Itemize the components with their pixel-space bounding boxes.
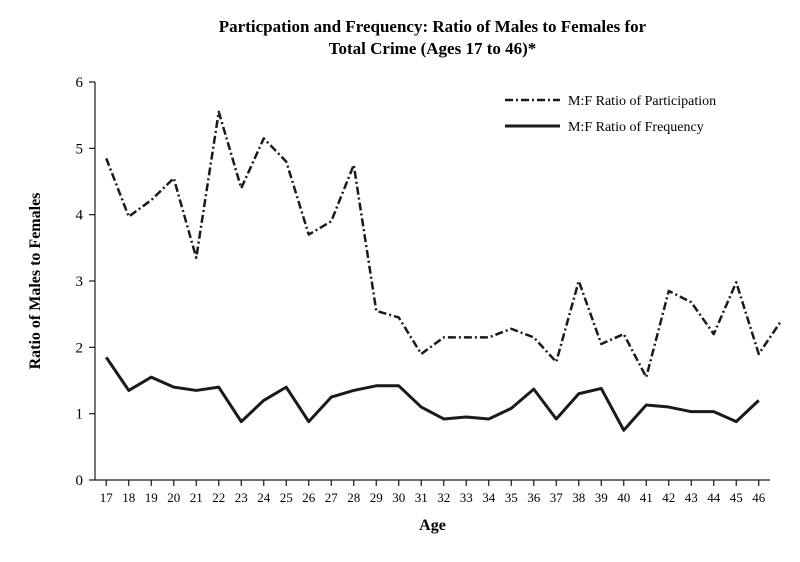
x-tick-label: 18	[122, 490, 135, 505]
x-tick-label: 35	[505, 490, 518, 505]
y-tick-label: 1	[76, 407, 84, 423]
x-tick-label: 26	[302, 490, 316, 505]
y-axis-label: Ratio of Males to Females	[27, 193, 44, 370]
x-tick-label: 37	[550, 490, 564, 505]
x-tick-label: 43	[685, 490, 698, 505]
y-tick-label: 6	[76, 75, 84, 91]
x-tick-label: 22	[212, 490, 225, 505]
chart-title-line1: Particpation and Frequency: Ratio of Mal…	[219, 17, 647, 36]
chart-svg: Particpation and Frequency: Ratio of Mal…	[0, 0, 800, 562]
x-tick-label: 24	[257, 490, 271, 505]
x-tick-label: 33	[460, 490, 473, 505]
x-tick-label: 28	[347, 490, 360, 505]
x-tick-label: 32	[437, 490, 450, 505]
x-axis-label: Age	[419, 517, 446, 534]
chart-container: Particpation and Frequency: Ratio of Mal…	[0, 0, 800, 562]
y-tick-label: 5	[76, 141, 84, 157]
x-tick-label: 34	[482, 490, 496, 505]
x-tick-label: 17	[100, 490, 114, 505]
x-tick-label: 45	[730, 490, 743, 505]
legend-label: M:F Ratio of Participation	[568, 94, 716, 109]
x-tick-label: 20	[167, 490, 180, 505]
x-tick-label: 42	[662, 490, 675, 505]
x-tick-label: 23	[235, 490, 248, 505]
x-tick-label: 38	[572, 490, 585, 505]
y-tick-label: 4	[76, 208, 84, 224]
x-tick-label: 25	[280, 490, 293, 505]
chart-background	[0, 0, 800, 562]
y-tick-label: 2	[76, 340, 84, 356]
y-tick-label: 3	[76, 274, 84, 290]
x-tick-label: 46	[752, 490, 766, 505]
y-tick-label: 0	[76, 473, 84, 489]
x-tick-label: 19	[145, 490, 158, 505]
x-tick-label: 36	[527, 490, 541, 505]
x-tick-label: 29	[370, 490, 383, 505]
chart-title-line2: Total Crime (Ages 17 to 46)*	[329, 39, 537, 58]
x-tick-label: 39	[595, 490, 608, 505]
x-tick-label: 40	[617, 490, 630, 505]
x-tick-label: 21	[190, 490, 203, 505]
legend-label: M:F Ratio of Frequency	[568, 120, 704, 135]
x-tick-label: 44	[707, 490, 721, 505]
x-tick-label: 41	[640, 490, 653, 505]
x-tick-label: 30	[392, 490, 405, 505]
x-tick-label: 27	[325, 490, 339, 505]
x-tick-label: 31	[415, 490, 428, 505]
